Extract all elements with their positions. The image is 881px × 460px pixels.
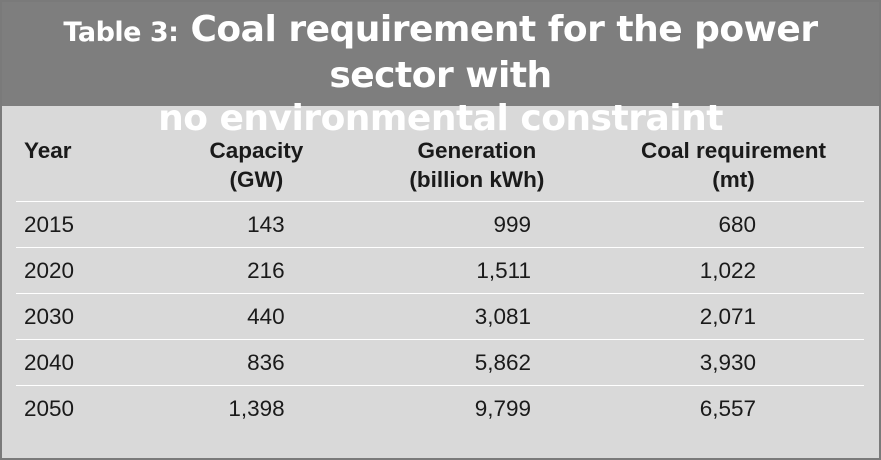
cell-coal: 2,071: [699, 303, 756, 329]
cell-capacity: 143: [247, 211, 285, 237]
header-row: Year Capacity (GW) Generation (billion k…: [16, 130, 864, 202]
cell-capacity: 836: [247, 349, 285, 375]
table-row: 2015 143 999 680: [16, 201, 864, 248]
cell-coal: 1,022: [699, 257, 756, 283]
cell-generation: 3,081: [474, 303, 532, 329]
cell-generation: 999: [493, 211, 532, 237]
cell-year: 2040: [24, 349, 75, 375]
cell-generation: 5,862: [474, 349, 532, 375]
cell-coal: 6,557: [699, 395, 756, 421]
cell-coal: 3,930: [699, 349, 756, 375]
table-title: Table 3: Coal requirement for the power …: [2, 2, 879, 139]
header-coal-requirement: Coal requirement (mt): [640, 138, 827, 192]
title-line-1: Table 3: Coal requirement for the power …: [2, 8, 879, 97]
header-capacity: Capacity (GW): [209, 138, 304, 192]
cell-year: 2020: [24, 257, 75, 283]
cell-generation: 1,511: [476, 257, 532, 283]
cell-capacity: 216: [247, 257, 285, 283]
coal-requirement-table: Year Capacity (GW) Generation (billion k…: [16, 130, 864, 431]
table-row: 2040 836 5,862 3,930: [16, 339, 864, 386]
cell-capacity: 1,398: [228, 395, 285, 421]
cell-capacity: 440: [247, 303, 285, 329]
header-year: Year: [24, 138, 72, 163]
cell-year: 2030: [24, 303, 75, 329]
cell-year: 2050: [24, 395, 75, 421]
header-generation: Generation (billion kWh): [409, 138, 545, 192]
table-row: 2030 440 3,081 2,071: [16, 293, 864, 340]
table-label: Table 3:: [63, 17, 179, 48]
title-text-1: Coal requirement for the power sector wi…: [190, 9, 819, 96]
cell-year: 2015: [24, 211, 75, 237]
cell-generation: 9,799: [474, 395, 532, 421]
table-row: 2050 1,398 9,799 6,557: [16, 385, 864, 432]
title-line-2: no environmental constraint: [158, 98, 723, 139]
table-row: 2020 216 1,511 1,022: [16, 247, 864, 294]
cell-coal: 680: [718, 211, 756, 237]
